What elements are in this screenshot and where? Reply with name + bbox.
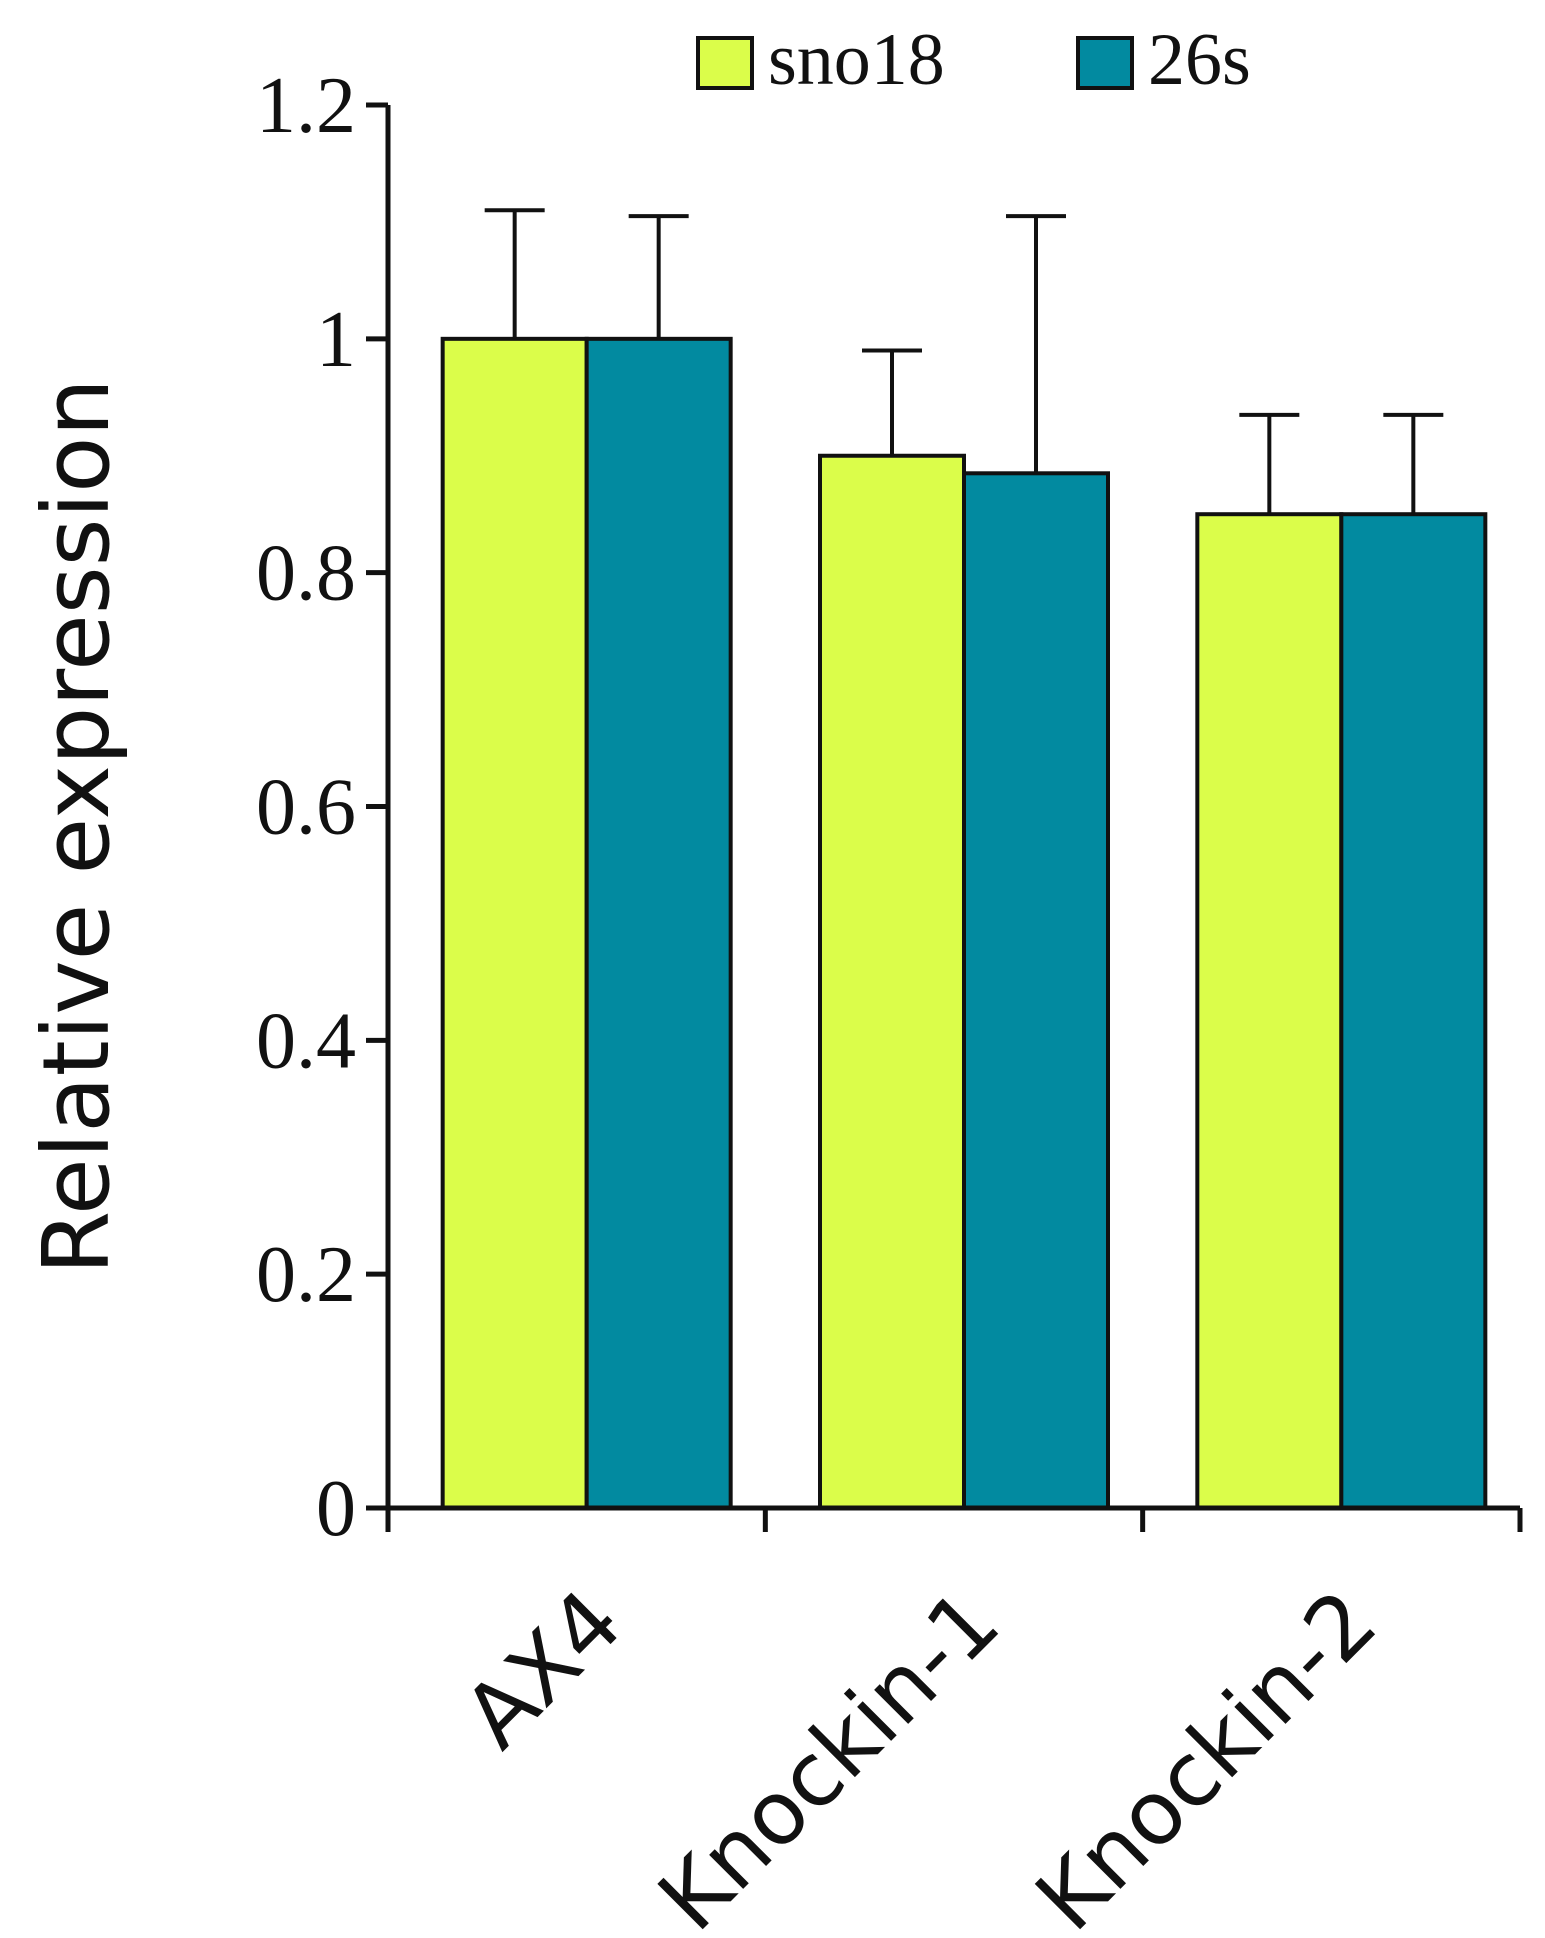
y-tick-label: 1 bbox=[316, 296, 356, 384]
legend-label: sno18 bbox=[768, 19, 945, 101]
legend-swatch-sno18 bbox=[696, 36, 754, 90]
y-ticks: 0 0.2 0.4 0.6 0.8 1 1.2 bbox=[256, 62, 388, 1553]
error-bars-layer bbox=[484, 208, 1444, 515]
y-tick-label: 1.2 bbox=[256, 62, 356, 150]
x-ticks bbox=[385, 1508, 1523, 1532]
y-tick-label: 0.6 bbox=[256, 764, 356, 852]
y-tick-label: 0.4 bbox=[256, 997, 356, 1085]
category-label: Knockin-2 bbox=[1016, 1570, 1396, 1938]
bar-sno18-knockin-1 bbox=[818, 453, 966, 1510]
legend-swatch-26s bbox=[1076, 36, 1134, 90]
y-tick-label: 0.2 bbox=[256, 1231, 356, 1319]
category-label: AX4 bbox=[444, 1570, 642, 1768]
bar-sno18-ax4 bbox=[440, 336, 589, 1510]
bar-26s-knockin-1 bbox=[962, 471, 1110, 1511]
y-tick-label: 0 bbox=[316, 1465, 356, 1553]
bar-sno18-knockin-2 bbox=[1195, 512, 1344, 1510]
legend: sno18 26s bbox=[696, 19, 1251, 101]
bars-layer bbox=[440, 336, 1488, 1511]
y-axis-title: Relative expression bbox=[23, 378, 130, 1275]
category-label: Knockin-1 bbox=[639, 1570, 1019, 1938]
bar-26s-ax4 bbox=[584, 336, 733, 1510]
legend-label: 26s bbox=[1148, 19, 1251, 101]
y-tick-label: 0.8 bbox=[256, 530, 356, 618]
bar-26s-knockin-2 bbox=[1339, 512, 1488, 1510]
